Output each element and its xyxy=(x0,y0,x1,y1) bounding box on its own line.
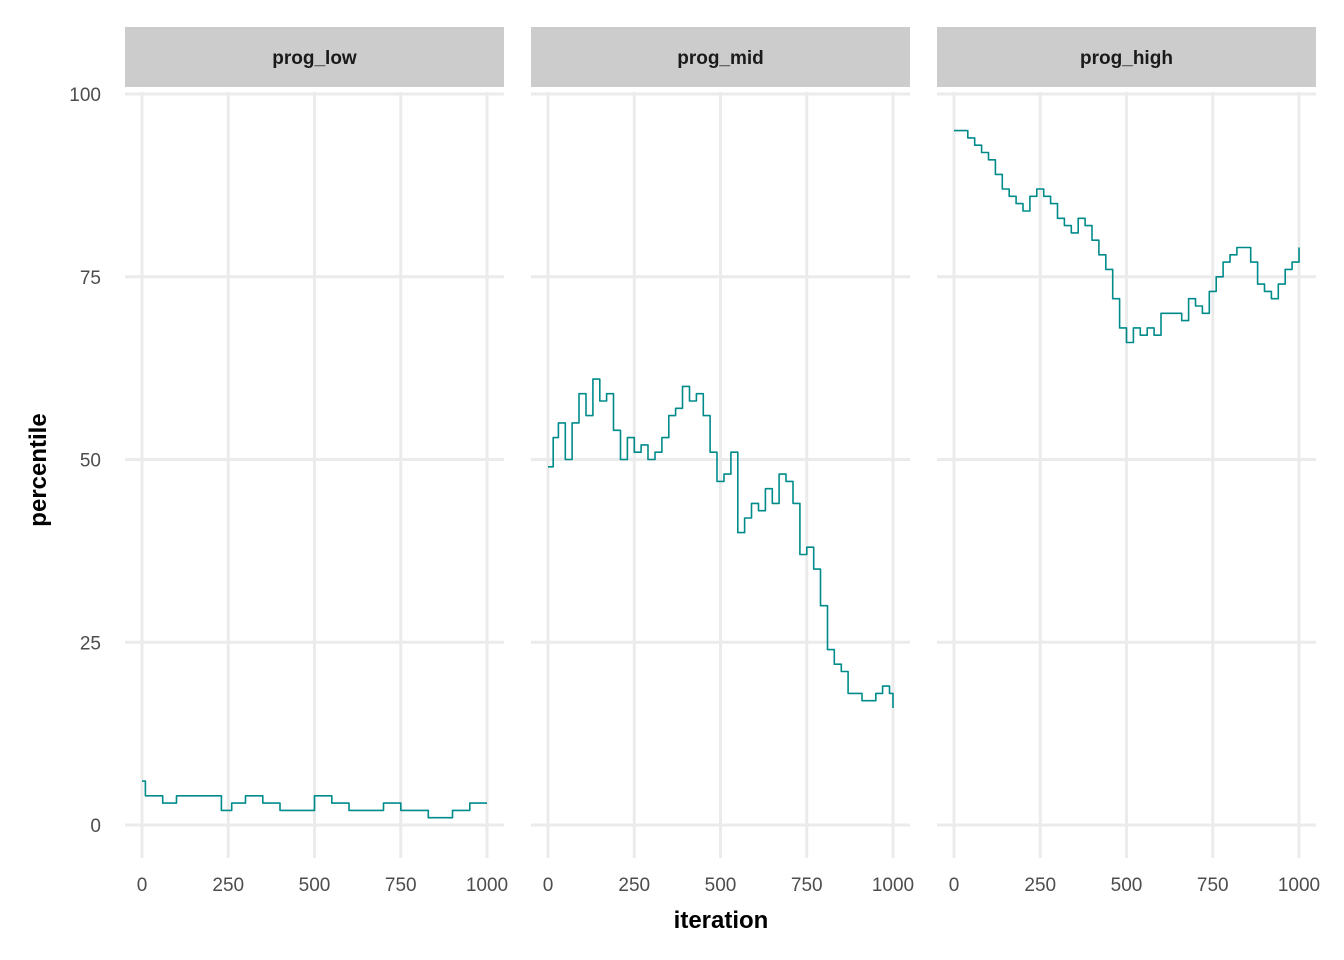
panel-prog_high: prog_high 0 250 500 750 1000 xyxy=(937,27,1320,896)
x-tick-label: 500 xyxy=(299,875,331,896)
x-tick-label: 1000 xyxy=(466,875,508,896)
strip-label: prog_low xyxy=(272,48,357,69)
x-tick-label: 0 xyxy=(137,875,148,896)
strip-prog_mid xyxy=(531,27,910,87)
strip-prog_high xyxy=(937,27,1316,87)
panel-prog_mid: prog_mid 0 250 500 750 1000 xyxy=(531,27,914,896)
x-tick-label: 0 xyxy=(949,875,960,896)
series-line-prog_high xyxy=(954,129,1300,344)
y-axis: 0 25 50 75 100 xyxy=(69,85,101,837)
x-tick-label: 0 xyxy=(543,875,554,896)
x-tick-label: 750 xyxy=(1197,875,1229,896)
series-line-prog_mid xyxy=(548,378,894,708)
x-tick-label: 1000 xyxy=(872,875,914,896)
x-tick-label: 750 xyxy=(385,875,417,896)
series-line-prog_low xyxy=(142,780,487,819)
panel-prog_low: prog_low 0 250 500 750 1000 xyxy=(125,27,508,896)
y-tick-label: 25 xyxy=(80,633,101,654)
x-tick-label: 1000 xyxy=(1278,875,1320,896)
y-tick-label: 75 xyxy=(80,268,101,289)
y-tick-label: 50 xyxy=(80,451,101,472)
x-tick-label: 250 xyxy=(212,875,244,896)
x-tick-label: 750 xyxy=(791,875,823,896)
y-axis-title: percentile xyxy=(25,413,52,526)
x-tick-label: 500 xyxy=(1111,875,1143,896)
panels: prog_low 0 250 500 750 1000 prog_mid 0 250 500 750… xyxy=(125,27,1320,896)
y-tick-label: 0 xyxy=(90,816,101,837)
strip-label: prog_high xyxy=(1080,48,1173,69)
y-tick-label: 100 xyxy=(69,85,101,106)
strip-prog_low xyxy=(125,27,504,87)
x-tick-label: 250 xyxy=(1024,875,1056,896)
x-axis-title: iteration xyxy=(674,907,769,934)
strip-label: prog_mid xyxy=(677,48,764,69)
x-tick-label: 250 xyxy=(618,875,650,896)
x-tick-label: 500 xyxy=(705,875,737,896)
